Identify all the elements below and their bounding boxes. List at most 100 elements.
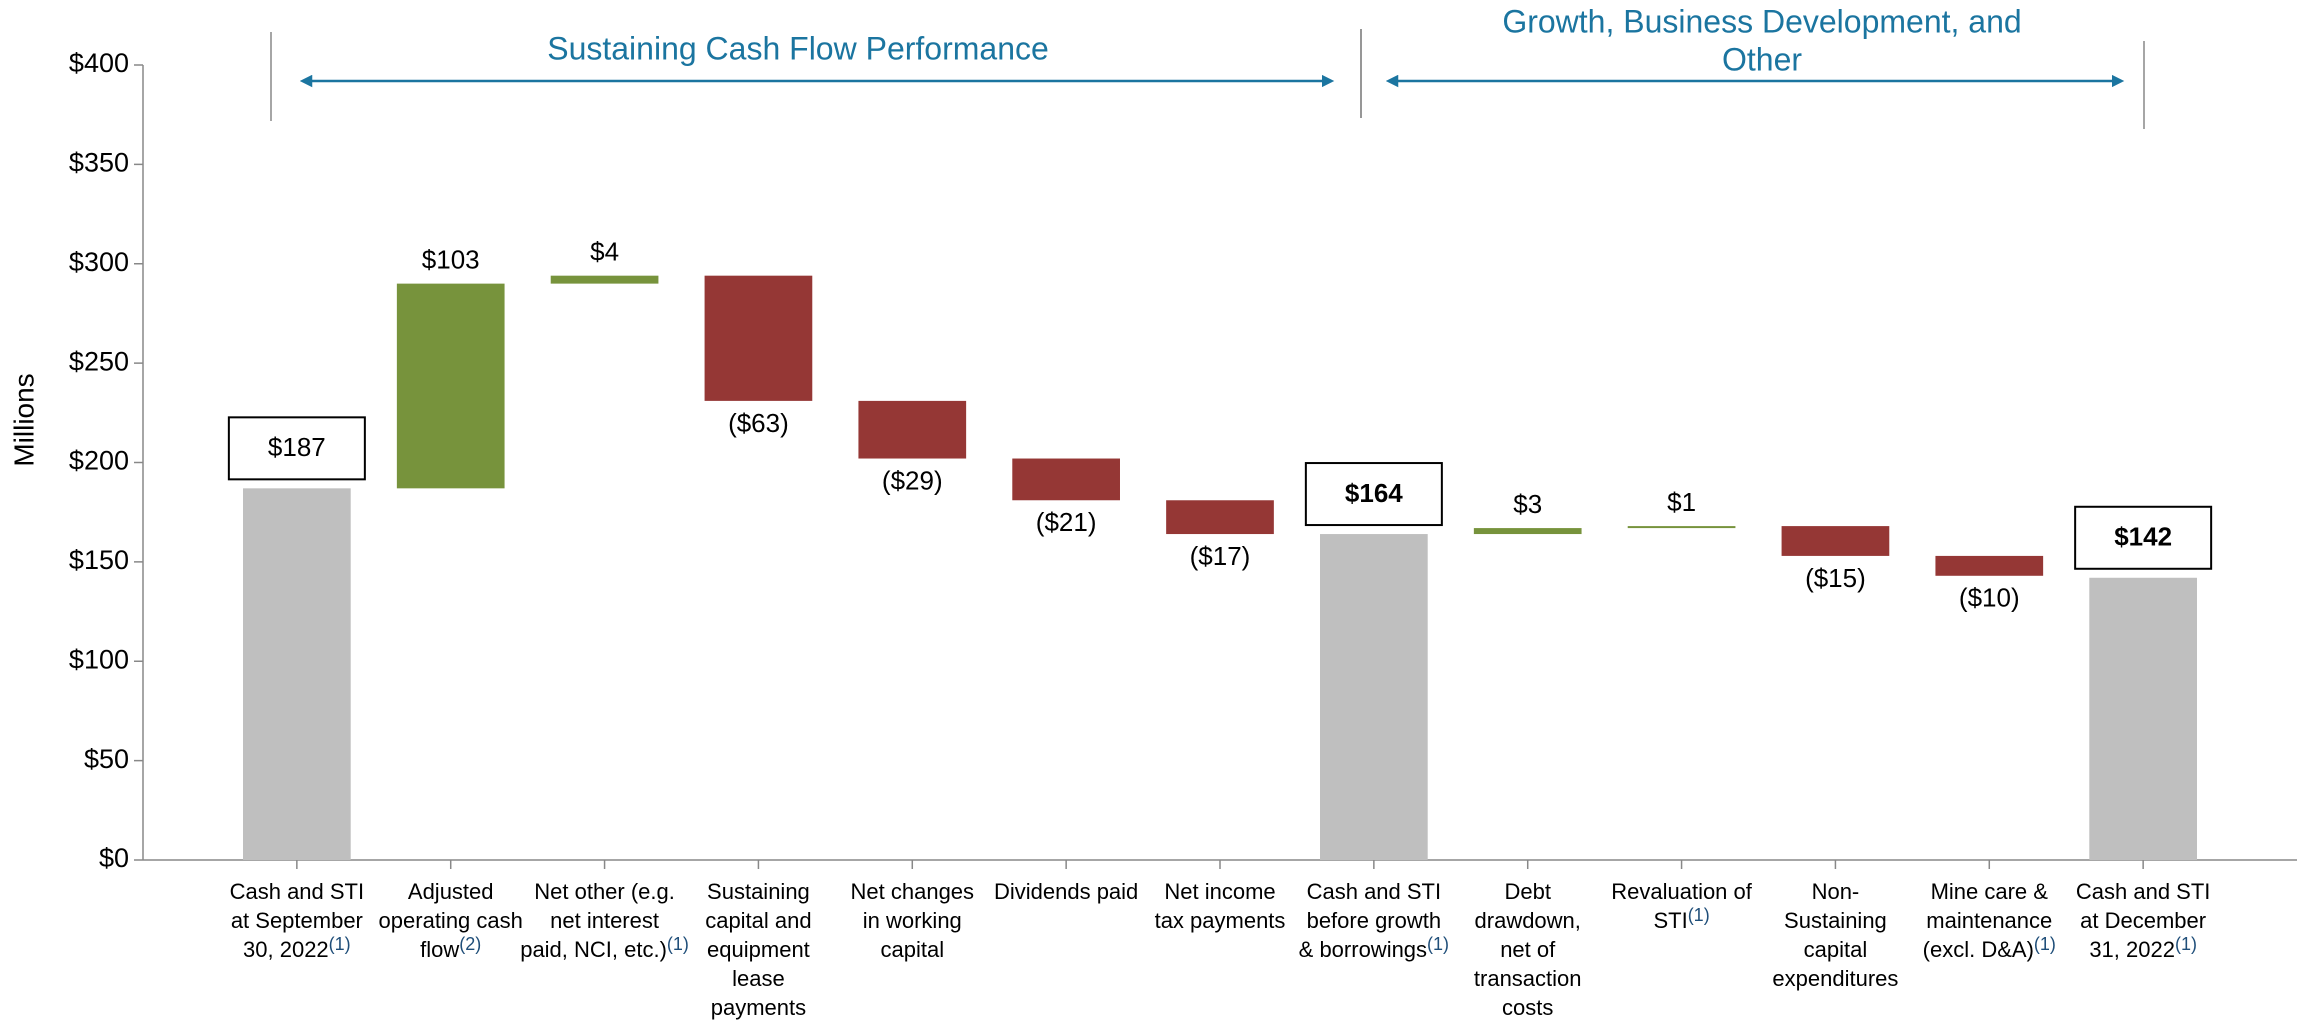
x-tick-label-text: capital and xyxy=(705,908,811,933)
x-tick-label: Revaluation of xyxy=(1611,879,1753,904)
annotation-text: Growth, Business Development, and xyxy=(1502,3,2021,39)
bar xyxy=(1627,526,1736,529)
x-tick-label: capital xyxy=(1804,937,1868,962)
y-tick-label: $300 xyxy=(69,247,129,277)
x-tick-label: Dividends paid xyxy=(994,879,1138,904)
value-label: $103 xyxy=(422,245,480,275)
value-label: $1 xyxy=(1667,487,1696,517)
bar xyxy=(1473,528,1582,535)
x-tick-label: Net income xyxy=(1164,879,1275,904)
footnote: (1) xyxy=(1688,905,1710,925)
value-label: $164 xyxy=(1345,478,1403,508)
x-tick-label: 30, 2022(1) xyxy=(243,934,351,962)
footnote: (1) xyxy=(1427,934,1449,954)
x-tick-label-text: Net changes xyxy=(851,879,975,904)
x-tick-label-text: 30, 2022 xyxy=(243,937,329,962)
x-tick-label: Net other (e.g. xyxy=(534,879,675,904)
value-label: ($10) xyxy=(1959,583,2020,613)
x-tick-label: expenditures xyxy=(1772,966,1898,991)
x-tick-label-text: equipment xyxy=(707,937,810,962)
x-tick-label: (excl. D&A)(1) xyxy=(1923,934,2056,962)
x-tick-label: Sustaining xyxy=(1784,908,1887,933)
x-tick-label: Non- xyxy=(1812,879,1860,904)
x-tick-label-text: Non- xyxy=(1812,879,1860,904)
x-tick-label-text: flow xyxy=(420,937,459,962)
bar xyxy=(1935,555,2044,576)
x-tick-label-text: paid, NCI, etc.) xyxy=(520,937,667,962)
y-tick-label: $400 xyxy=(69,48,129,78)
x-tick-label-text: at September xyxy=(231,908,363,933)
value-label: ($63) xyxy=(728,408,789,438)
x-tick-label-text: Debt xyxy=(1504,879,1550,904)
value-label: $3 xyxy=(1513,489,1542,519)
value-label-box xyxy=(2074,505,2213,570)
x-tick-label-text: payments xyxy=(711,995,806,1020)
value-label-box xyxy=(227,416,366,481)
value-label: ($29) xyxy=(882,465,943,495)
x-tick-label: at September xyxy=(231,908,363,933)
x-tick-label: before growth xyxy=(1307,908,1442,933)
bar xyxy=(1781,526,1890,556)
bar xyxy=(1320,534,1428,860)
bar xyxy=(704,275,813,401)
x-tick-label-text: Net income xyxy=(1164,879,1275,904)
value-label: $142 xyxy=(2114,522,2172,552)
x-tick-label-text: Sustaining xyxy=(1784,908,1887,933)
x-tick-label: in working xyxy=(863,908,962,933)
x-tick-label-text: Cash and STI xyxy=(2076,879,2211,904)
footnote: (2) xyxy=(459,934,481,954)
x-tick-label-text: operating cash xyxy=(379,908,523,933)
x-tick-label: costs xyxy=(1502,995,1553,1020)
x-tick-label-text: Cash and STI xyxy=(1307,879,1442,904)
x-tick-label-text: in working xyxy=(863,908,962,933)
footnote: (1) xyxy=(667,934,689,954)
x-tick-label-text: costs xyxy=(1502,995,1553,1020)
x-tick-label: capital and xyxy=(705,908,811,933)
x-tick-label-text: drawdown, xyxy=(1475,908,1581,933)
bar xyxy=(243,488,351,860)
y-tick-label: $50 xyxy=(84,744,129,774)
x-tick-label-text: transaction xyxy=(1474,966,1582,991)
x-tick-label-text: (excl. D&A) xyxy=(1923,937,2034,962)
value-label: ($15) xyxy=(1805,563,1866,593)
x-tick-label-text: Revaluation of xyxy=(1611,879,1753,904)
x-tick-label: net interest xyxy=(550,908,659,933)
x-tick-label: Cash and STI xyxy=(2076,879,2211,904)
x-tick-label-text: expenditures xyxy=(1772,966,1898,991)
x-tick-label: Sustaining xyxy=(707,879,810,904)
y-tick-label: $150 xyxy=(69,545,129,575)
annotation-text: Sustaining Cash Flow Performance xyxy=(547,30,1049,66)
bar xyxy=(396,283,505,489)
x-tick-label-text: net of xyxy=(1500,937,1556,962)
x-tick-label-text: Dividends paid xyxy=(994,879,1138,904)
x-tick-label-text: Net other (e.g. xyxy=(534,879,675,904)
x-tick-label: Cash and STI xyxy=(1307,879,1442,904)
y-tick-label: $250 xyxy=(69,346,129,376)
value-label: $4 xyxy=(590,237,619,267)
x-tick-label: Adjusted xyxy=(408,879,494,904)
x-tick-label-text: net interest xyxy=(550,908,659,933)
x-tick-label: maintenance xyxy=(1926,908,2052,933)
x-tick-label: Net changes xyxy=(851,879,975,904)
x-tick-label: 31, 2022(1) xyxy=(2089,934,2197,962)
footnote: (1) xyxy=(2175,934,2197,954)
x-tick-label-text: Adjusted xyxy=(408,879,494,904)
footnote: (1) xyxy=(329,934,351,954)
y-tick-label: $350 xyxy=(69,148,129,178)
x-tick-label: Debt xyxy=(1504,879,1550,904)
bar xyxy=(858,400,967,459)
x-tick-label-text: capital xyxy=(880,937,944,962)
x-tick-label: lease xyxy=(732,966,785,991)
x-tick-label-text: lease xyxy=(732,966,785,991)
x-tick-label: paid, NCI, etc.)(1) xyxy=(520,934,689,962)
value-label-box xyxy=(1304,462,1443,527)
x-tick-label: equipment xyxy=(707,937,810,962)
x-tick-label-text: capital xyxy=(1804,937,1868,962)
x-tick-label-text: & borrowings xyxy=(1299,937,1427,962)
x-tick-label: STI(1) xyxy=(1653,905,1709,933)
value-label: ($21) xyxy=(1036,507,1097,537)
x-tick-label-text: before growth xyxy=(1307,908,1442,933)
y-tick-label: $100 xyxy=(69,644,129,674)
value-label: ($17) xyxy=(1190,541,1251,571)
bar xyxy=(550,275,659,284)
